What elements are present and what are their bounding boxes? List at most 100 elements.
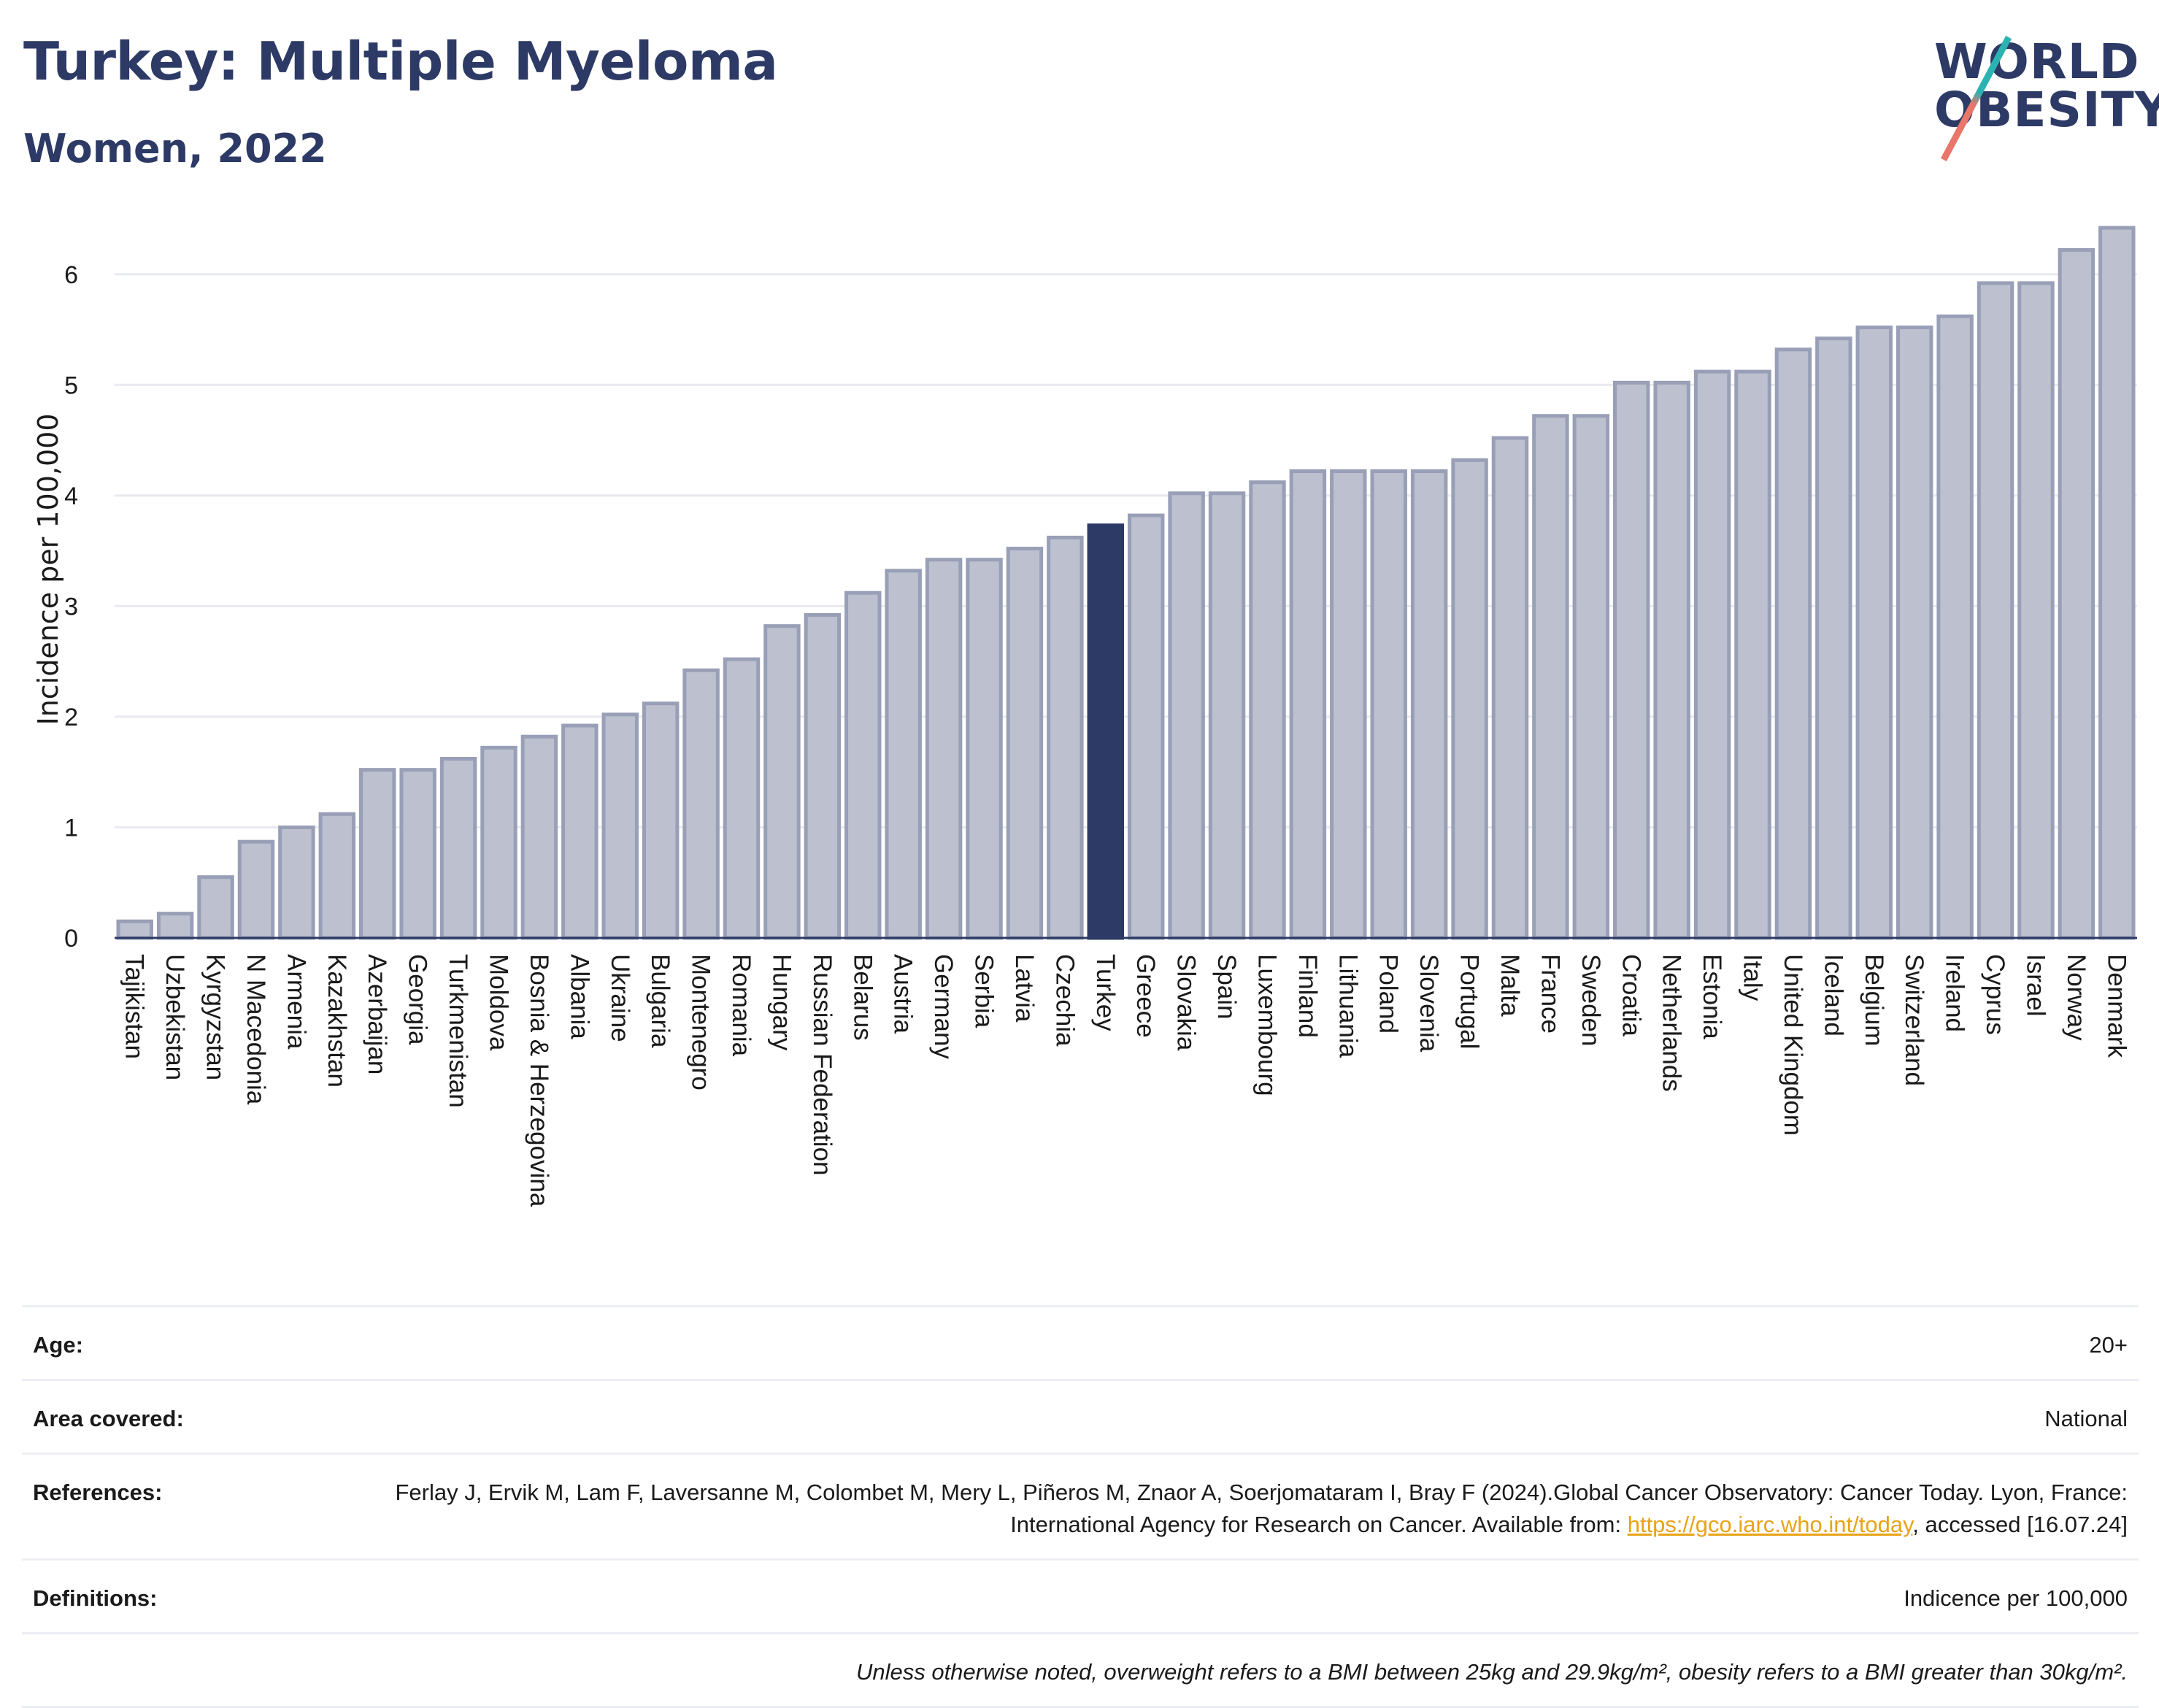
bar <box>885 569 922 940</box>
bar <box>1693 369 1731 940</box>
bar <box>278 825 315 940</box>
bar <box>601 712 639 940</box>
y-tick-label: 2 <box>64 704 78 731</box>
bar <box>359 768 396 940</box>
bar <box>439 757 477 940</box>
bar <box>520 734 558 940</box>
area-value: National <box>2044 1406 2128 1431</box>
bar <box>1491 436 1529 940</box>
bar <box>1532 414 1569 940</box>
chart-bars <box>116 226 2136 940</box>
x-tick-label: Romania <box>727 954 755 1057</box>
age-value: 20+ <box>2089 1332 2128 1358</box>
x-tick-label: Finland <box>1293 954 1322 1038</box>
bar <box>844 591 882 940</box>
bar <box>1613 380 1650 940</box>
x-tick-label: Serbia <box>970 954 998 1028</box>
x-tick-label: Ukraine <box>606 954 634 1042</box>
x-tick-label: Belgium <box>1860 954 1888 1046</box>
x-tick-label: Italy <box>1739 954 1767 1001</box>
x-tick-label: Luxembourg <box>1252 954 1281 1096</box>
x-tick-label: Czechia <box>1050 954 1079 1047</box>
bar <box>156 912 194 940</box>
bar <box>1451 458 1488 940</box>
x-tick-label: Slovakia <box>1172 954 1201 1051</box>
y-tick-label: 4 <box>64 482 78 510</box>
age-label: Age: <box>33 1332 83 1358</box>
x-tick-label: Belarus <box>848 954 877 1041</box>
bar <box>1330 469 1367 940</box>
bar <box>1653 380 1690 940</box>
x-tick-label: Greece <box>1131 954 1160 1038</box>
bar <box>1208 491 1246 940</box>
x-tick-label: Austria <box>889 954 917 1034</box>
references-link[interactable]: https://gco.iarc.who.int/today <box>1627 1512 1913 1537</box>
x-tick-label: United Kingdom <box>1779 954 1807 1136</box>
area-label: Area covered: <box>33 1406 184 1431</box>
x-tick-label: Iceland <box>1819 954 1847 1036</box>
x-tick-label: Montenegro <box>687 954 715 1090</box>
world-obesity-logo: WORLD OBESITY <box>1896 22 2159 161</box>
bar <box>1734 369 1771 940</box>
bar <box>804 613 842 940</box>
bar <box>197 875 234 940</box>
x-tick-label: Switzerland <box>1900 954 1928 1086</box>
x-tick-label: Tajikistan <box>120 954 149 1059</box>
bar <box>642 701 680 940</box>
y-tick-label: 0 <box>64 925 78 953</box>
bar <box>1127 513 1165 940</box>
references-suffix: , accessed [16.07.24] <box>1912 1512 2128 1537</box>
bar <box>1896 326 1933 940</box>
meta-row-age: Age: 20+ <box>22 1305 2139 1379</box>
meta-row-area: Area covered: National <box>22 1379 2139 1453</box>
x-tick-label: Armenia <box>282 954 310 1050</box>
bar <box>399 768 436 940</box>
x-tick-label: Bulgaria <box>646 954 674 1048</box>
bar <box>1977 281 2014 940</box>
x-tick-label: Georgia <box>404 954 432 1045</box>
y-tick-label: 3 <box>64 593 78 620</box>
bar <box>1410 469 1448 940</box>
x-tick-label: Croatia <box>1617 954 1645 1036</box>
x-tick-label: Russian Federation <box>808 954 836 1176</box>
page-subtitle: Women, 2022 <box>23 126 327 172</box>
meta-row-definitions: Definitions: Indicence per 100,000 <box>22 1558 2139 1632</box>
x-tick-label: Bosnia & Herzegovina <box>525 954 553 1207</box>
references-label: References: <box>33 1480 163 1505</box>
references-text: Ferlay J, Ervik M, Lam F, Laversanne M, … <box>395 1480 2128 1537</box>
y-tick-label: 1 <box>64 814 78 842</box>
x-tick-label: Uzbekistan <box>161 954 189 1080</box>
y-tick-label: 6 <box>64 261 78 289</box>
x-tick-label: N Macedonia <box>242 954 270 1105</box>
x-tick-label: Israel <box>2021 954 2050 1017</box>
y-axis-ticks: 0 1 2 3 4 5 6 <box>64 261 78 953</box>
references-value: Ferlay J, Ervik M, Lam F, Laversanne M, … <box>376 1477 2128 1541</box>
x-tick-label: Slovenia <box>1415 954 1443 1053</box>
bar <box>2098 226 2136 940</box>
bar <box>1168 491 1205 940</box>
x-tick-label: Spain <box>1212 954 1241 1020</box>
x-tick-label: Turkmenistan <box>444 954 472 1108</box>
definitions-label: Definitions: <box>33 1585 158 1611</box>
x-tick-label: Moldova <box>484 954 512 1051</box>
bar-highlighted <box>1087 523 1125 940</box>
y-tick-label: 5 <box>64 372 78 399</box>
x-tick-label: Turkey <box>1091 954 1120 1031</box>
logo-text-world: WORLD <box>1934 34 2140 90</box>
bar <box>1047 535 1084 940</box>
bar <box>2058 247 2096 940</box>
bar <box>682 668 720 940</box>
x-axis-ticks: Tajikistan Uzbekistan Kyrgyzstan N Macedoni… <box>120 954 2131 1207</box>
bar <box>1006 547 1044 940</box>
bar <box>480 745 517 940</box>
x-tick-label: Hungary <box>767 954 796 1051</box>
x-tick-label: Netherlands <box>1658 954 1686 1092</box>
meta-row-references: References: Ferlay J, Ervik M, Lam F, La… <box>22 1453 2139 1558</box>
bar <box>1289 469 1327 940</box>
bar <box>966 558 1003 940</box>
x-tick-label: Denmark <box>2102 954 2131 1058</box>
bar <box>116 919 153 940</box>
bar <box>1936 314 1974 940</box>
x-tick-label: Norway <box>2062 954 2090 1041</box>
bar <box>1370 469 1407 940</box>
